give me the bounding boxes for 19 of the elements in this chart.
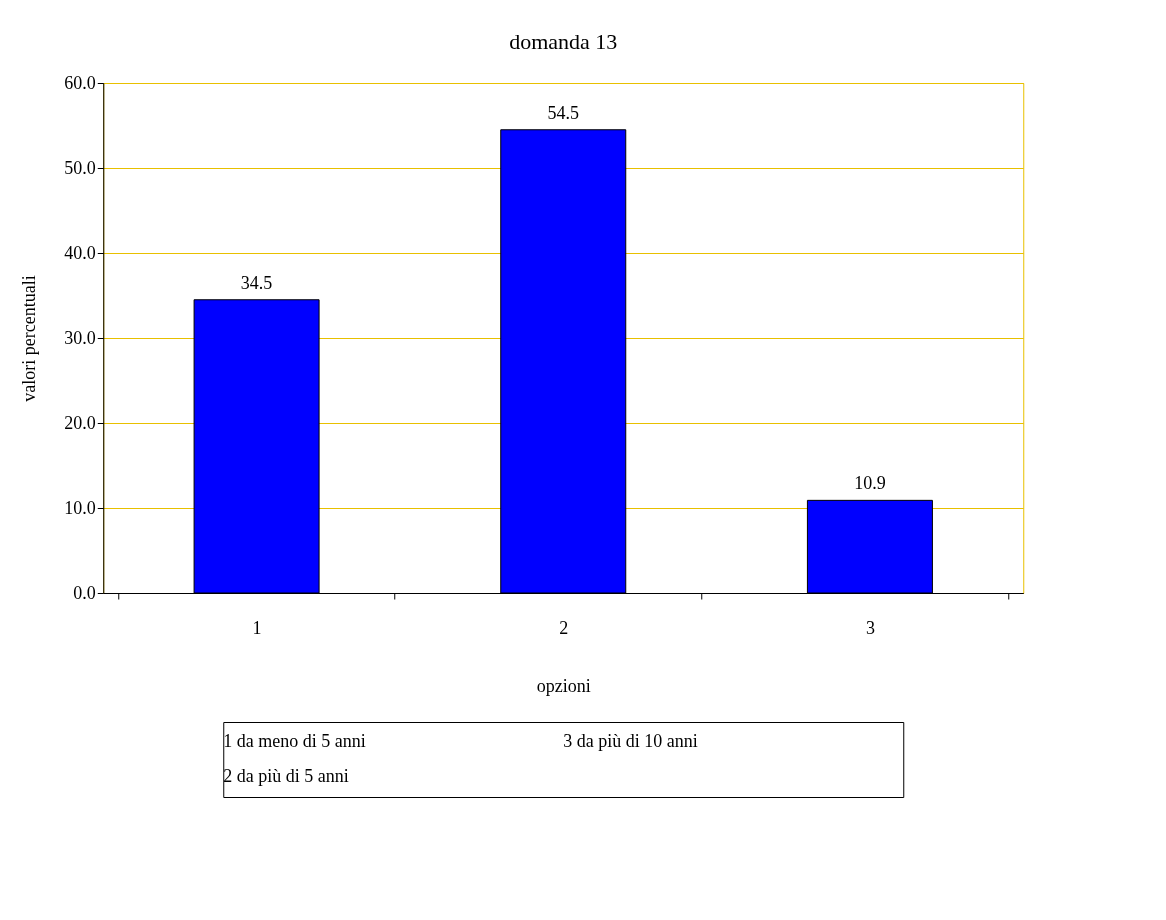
y-tick-label: 20.0 [64, 412, 96, 433]
data-label: 34.5 [240, 272, 273, 293]
data-label: 10.9 [854, 473, 886, 494]
text: 2 da più di 5 anni [223, 765, 349, 786]
y-tick-label: 0.0 [73, 582, 96, 603]
y-tick-label: 30.0 [64, 327, 96, 348]
chart-title: domanda 13 [509, 29, 618, 54]
x-tick-label: 2 [559, 617, 569, 638]
y-tick-label: 50.0 [64, 157, 96, 178]
text: 1 da meno di 5 anni [223, 731, 366, 752]
y-axis-title: valori percentuali [19, 275, 40, 402]
text: 3 da più di 10 anni [563, 731, 698, 752]
x-tick-label: 1 [252, 617, 262, 638]
x-axis-title: opzioni [536, 675, 591, 696]
x-tick-label: 3 [865, 617, 875, 638]
y-tick-label: 40.0 [64, 242, 96, 263]
data-label: 54.5 [547, 102, 579, 123]
y-tick-label: 10.0 [64, 497, 96, 518]
y-tick-label: 60.0 [64, 72, 96, 93]
